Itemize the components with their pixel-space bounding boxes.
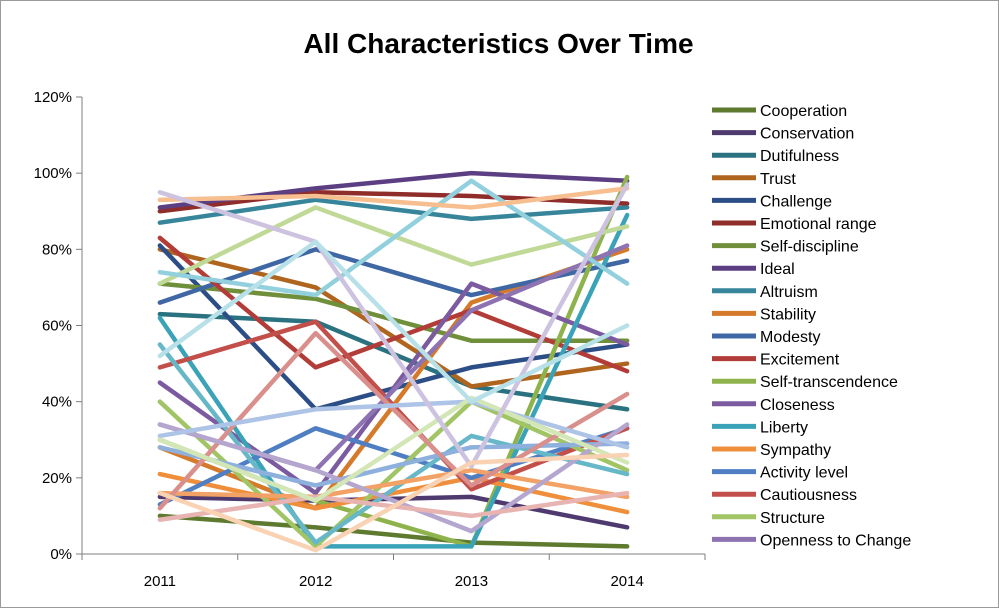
- legend-label: Self-transcendence: [760, 374, 898, 391]
- legend-label: Activity level: [760, 465, 848, 482]
- series-line-15: [157, 471, 630, 515]
- series-line-14: [157, 212, 630, 549]
- series-line-20: [157, 342, 630, 545]
- legend-label: Altruism: [760, 284, 818, 301]
- series-line-32: [157, 239, 630, 404]
- y-tick-label: 20%: [42, 470, 72, 487]
- y-tick-label: 100%: [34, 165, 72, 182]
- y-tick-label: 80%: [42, 241, 72, 258]
- series-line-33: [157, 452, 630, 553]
- series-line-21: [157, 467, 630, 500]
- series-line-26: [157, 178, 630, 298]
- series-line-18: [157, 399, 630, 549]
- legend-label: Openness to Change: [760, 532, 911, 549]
- series-line-25: [157, 422, 630, 534]
- x-tick-label: 2013: [455, 573, 488, 590]
- legend-label: Trust: [760, 171, 796, 188]
- series-line-28: [157, 399, 630, 450]
- legend-label: Emotional range: [760, 216, 877, 233]
- legend-label: Challenge: [760, 193, 832, 210]
- series-line-30: [157, 395, 630, 503]
- x-tick-label: 2014: [610, 573, 643, 590]
- series-line-27: [157, 186, 630, 210]
- legend-label: Stability: [760, 306, 816, 323]
- y-tick-label: 40%: [42, 394, 72, 411]
- series-line-11: [157, 235, 630, 374]
- legend-label: Sympathy: [760, 442, 831, 459]
- chart-series-lines: [157, 170, 630, 553]
- legend-label: Modesty: [760, 329, 820, 346]
- chart-title: All Characteristics Over Time: [303, 28, 694, 59]
- y-tick-label: 120%: [34, 89, 72, 106]
- legend-label: Cautiousness: [760, 487, 857, 504]
- chart-legend: Cooperation Conservation Dutifulness Trust C…: [712, 103, 911, 549]
- legend-label: Self-discipline: [760, 239, 859, 256]
- legend-label: Dutifulness: [760, 148, 839, 165]
- series-line-22: [157, 441, 630, 488]
- legend-label: Cooperation: [760, 103, 847, 120]
- legend-label: Excitement: [760, 352, 840, 369]
- x-tick-label: 2012: [299, 573, 332, 590]
- legend-label: Closeness: [760, 397, 835, 414]
- series-line-31: [157, 182, 630, 469]
- legend-label: Ideal: [760, 261, 795, 278]
- y-tick-label: 0%: [50, 546, 72, 563]
- legend-label: Liberty: [760, 419, 808, 436]
- legend-label: Conservation: [760, 126, 854, 143]
- legend-label: Structure: [760, 510, 825, 527]
- chart-ticks: 0% 20% 40% 60% 80% 100% 120% 2011 2012 2013 2014: [34, 89, 706, 590]
- x-tick-label: 2011: [144, 573, 176, 590]
- series-line-8: [157, 197, 630, 225]
- y-tick-label: 60%: [42, 318, 72, 335]
